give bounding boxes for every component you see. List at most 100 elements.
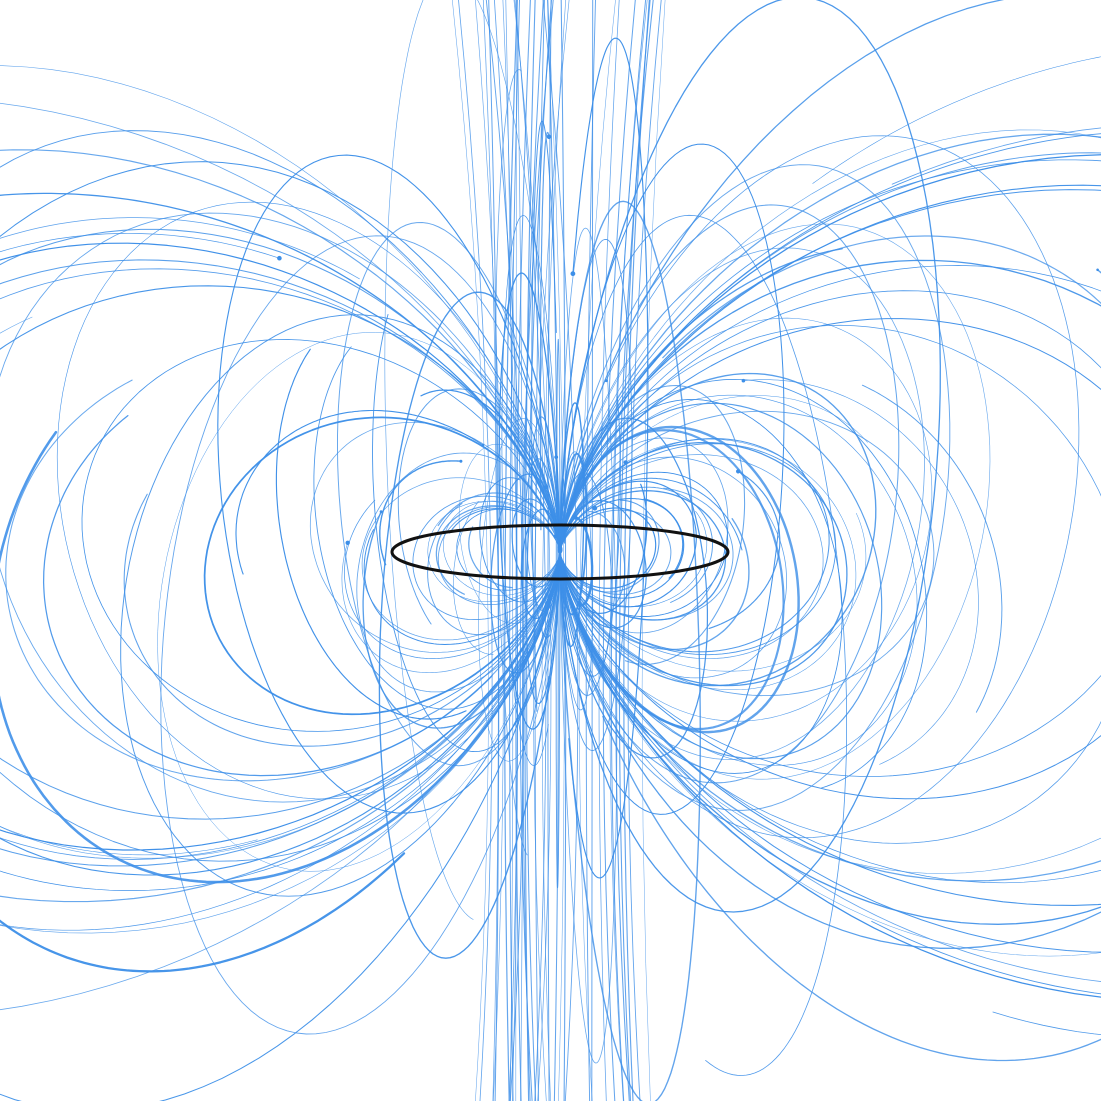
field-line [572, 127, 1101, 983]
axial-field-line [519, 0, 554, 1101]
field-line [559, 133, 1101, 882]
field-line-arrowhead [592, 505, 598, 511]
axial-field-line [509, 0, 520, 1101]
field-line [559, 154, 1101, 998]
field-line [566, 214, 848, 1076]
field-line [559, 265, 1101, 884]
field-line [602, 269, 1101, 1062]
axial-field-line [515, 0, 531, 1101]
field-line [0, 316, 561, 859]
axial-field-line [542, 0, 579, 1101]
field-line [427, 503, 554, 636]
field-line [633, 395, 868, 443]
axial-field-line [452, 0, 489, 1101]
field-line [530, 416, 561, 639]
field-line [361, 477, 561, 641]
field-line [812, 56, 1101, 184]
field-line [412, 495, 559, 621]
field-line-arrowhead [277, 255, 282, 261]
axial-field-line [504, 0, 518, 1101]
field-line [743, 379, 979, 765]
field-line [0, 430, 562, 884]
field-line [861, 384, 1003, 713]
field-line [0, 242, 561, 851]
axial-field-line [482, 0, 499, 1101]
axial-field-line [609, 0, 648, 1101]
field-line [559, 259, 1101, 925]
field-line-arrowhead [459, 459, 463, 463]
field-line [427, 501, 561, 603]
field-line-arrowhead [1096, 268, 1099, 272]
axial-field-line [488, 0, 500, 1101]
axial-field-line [547, 0, 565, 1101]
field-line [559, 324, 1101, 844]
axial-field-line [502, 0, 519, 1101]
field-line [0, 826, 258, 856]
field-line [0, 285, 561, 876]
axial-field-line [475, 0, 504, 1101]
field-line-arrowhead [604, 379, 608, 383]
field-line [452, 501, 494, 655]
field-line [561, 486, 713, 603]
field-line [498, 272, 561, 730]
axial-field-line [598, 0, 620, 1101]
field-line [561, 135, 1080, 839]
field-line [435, 505, 522, 595]
axial-field-line [602, 0, 636, 1101]
field-line [564, 438, 857, 691]
field-line [0, 217, 360, 280]
field-line-arrowhead [379, 510, 383, 513]
field-line [363, 529, 561, 645]
field-line [559, 487, 734, 621]
field-line [585, 133, 1101, 995]
field-line [654, 152, 1101, 361]
field-line [559, 441, 848, 687]
axial-field-line [541, 0, 567, 1101]
field-line [575, 159, 1101, 1036]
axial-field-line [618, 0, 651, 1101]
axial-field-line [485, 0, 525, 1101]
current-loop [390, 523, 730, 581]
field-line [479, 477, 554, 603]
axial-field-line [623, 0, 650, 1101]
current-loop-group [390, 523, 730, 581]
axial-field-line [641, 0, 666, 1101]
field-line [235, 409, 484, 575]
field-line [0, 65, 561, 934]
field-line [662, 235, 1101, 359]
field-line [379, 460, 462, 566]
field-line [0, 852, 406, 973]
axial-field-line [627, 0, 662, 1101]
field-line [559, 223, 991, 780]
field-line [160, 235, 561, 1035]
field-line [0, 161, 561, 1101]
field-line [555, 338, 561, 889]
field-line [559, 410, 935, 697]
field-line [275, 348, 467, 720]
field-line [539, 131, 550, 531]
axial-field-line [522, 0, 544, 1101]
field-line [157, 332, 561, 872]
axial-field-line [514, 0, 547, 1101]
axial-field-line [526, 0, 552, 1101]
field-line-arrowhead [741, 378, 746, 383]
axial-field-line [547, 0, 552, 1101]
axial-field-line [534, 0, 545, 1101]
axial-field-line [533, 0, 570, 1101]
field-line [0, 212, 561, 803]
axial-field-line [513, 0, 552, 1101]
field-line [372, 314, 535, 753]
field-line [384, 0, 557, 920]
field-line [437, 492, 557, 537]
axial-field-line [524, 0, 536, 1101]
field-line-arrowhead [570, 271, 576, 277]
axial-field-line [547, 0, 559, 1101]
field-line [559, 129, 1101, 874]
field-line [0, 149, 561, 903]
field-line [559, 290, 1101, 777]
field-line [594, 497, 685, 599]
field-line-arrowhead [546, 134, 552, 140]
field-line [559, 0, 1101, 949]
